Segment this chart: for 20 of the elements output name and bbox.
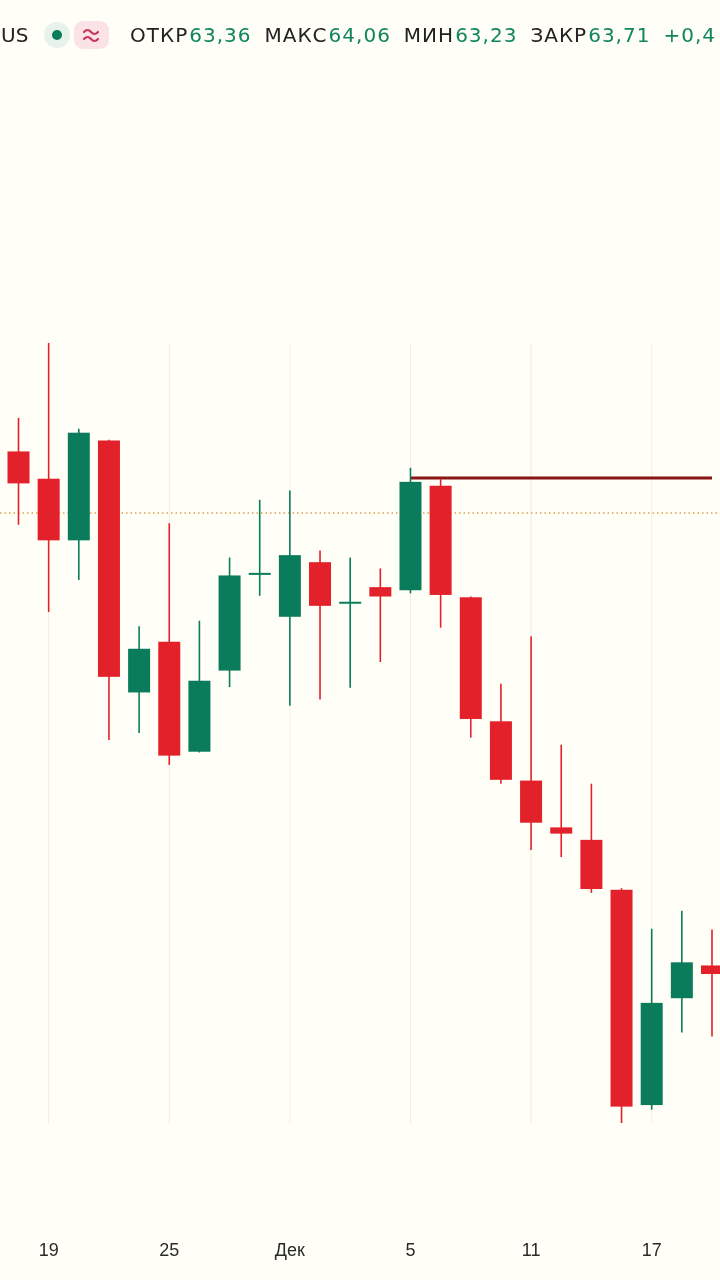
text: ЗАКР <box>530 23 588 47</box>
candlestick <box>550 743 573 858</box>
x-tick-label: 5 <box>405 1240 416 1260</box>
x-tick-label: 25 <box>159 1240 180 1260</box>
candlestick <box>369 567 392 663</box>
text: 63,23 <box>455 23 518 47</box>
text: 63,36 <box>189 23 252 47</box>
text: ОТКР <box>130 23 189 47</box>
text: МАКС <box>264 23 328 47</box>
text: МИН <box>403 23 455 47</box>
text: 63,71 <box>588 23 651 47</box>
x-tick-label: Дек <box>274 1240 306 1260</box>
chart-title: US <box>1 23 29 47</box>
candlestick <box>339 556 362 689</box>
x-tick-label: 11 <box>521 1240 541 1260</box>
text: 64,06 <box>328 23 391 47</box>
candlestick <box>248 498 271 597</box>
text: +0,4 <box>663 23 716 47</box>
x-tick-label: 17 <box>641 1240 662 1260</box>
x-tick-label: 19 <box>38 1240 59 1260</box>
